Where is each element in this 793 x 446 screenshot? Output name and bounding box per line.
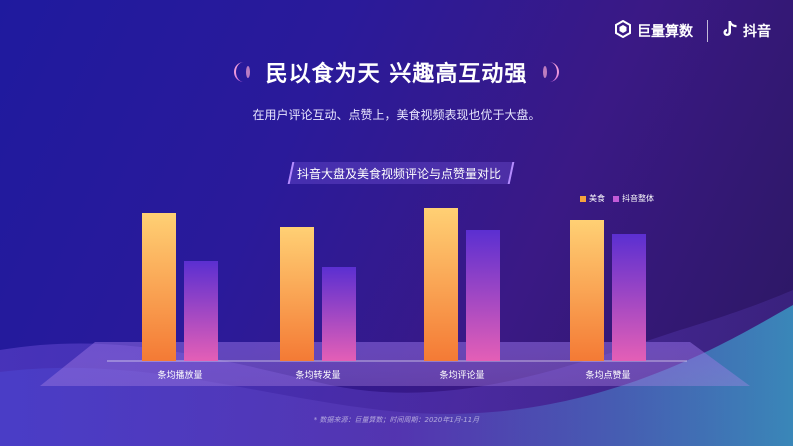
legend-label-food: 美食 [589, 194, 605, 203]
legend-item-all: 抖音整体 [613, 193, 654, 204]
chart-x-labels: 条均播放量 条均转发量 条均评论量 条均点赞量 [157, 369, 630, 381]
legend-item-food: 美食 [580, 193, 605, 204]
brand-douyin-name: 抖音 [743, 24, 771, 40]
chart-bars [142, 208, 646, 361]
bar-all-3 [466, 230, 500, 361]
brand-divider [707, 20, 708, 42]
bar-food-4 [570, 220, 604, 361]
x-tick-label: 条均评论量 [439, 369, 484, 381]
right-moon-icon [543, 62, 560, 82]
title-row: 民以食为天 兴趣高互动强 [0, 56, 793, 88]
bar-food-2 [280, 227, 314, 361]
bar-all-4 [612, 234, 646, 361]
bar-food-3 [424, 208, 458, 361]
douyin-logo-icon [722, 20, 738, 42]
bar-food-1 [142, 213, 176, 361]
legend-swatch-food [580, 195, 586, 202]
chart-title: 抖音大盘及美食视频评论与点赞量对比 [296, 167, 501, 181]
data-source-footnote: * 数据来源：巨量算数；时间周期：2020年1月-11月 [313, 416, 480, 424]
bar-all-2 [322, 267, 356, 361]
brand-douyin: 抖音 [722, 20, 771, 42]
chart-legend: 美食 抖音整体 [580, 193, 654, 204]
legend-label-all: 抖音整体 [622, 194, 654, 203]
x-tick-label: 条均点赞量 [585, 369, 630, 381]
left-moon-icon [233, 62, 250, 82]
legend-swatch-all [613, 195, 619, 202]
page-subtitle: 在用户评论互动、点赞上，美食视频表现也优于大盘。 [252, 108, 541, 122]
x-tick-label: 条均播放量 [157, 369, 202, 381]
brand-juliang-name: 巨量算数 [637, 24, 693, 40]
brand-juliang: 巨量算数 [614, 19, 693, 42]
juliang-logo-icon [614, 19, 632, 42]
bar-all-1 [184, 261, 218, 361]
brand-header: 巨量算数 抖音 [614, 19, 771, 42]
page-title: 民以食为天 兴趣高互动强 [265, 62, 528, 87]
x-tick-label: 条均转发量 [295, 369, 340, 381]
